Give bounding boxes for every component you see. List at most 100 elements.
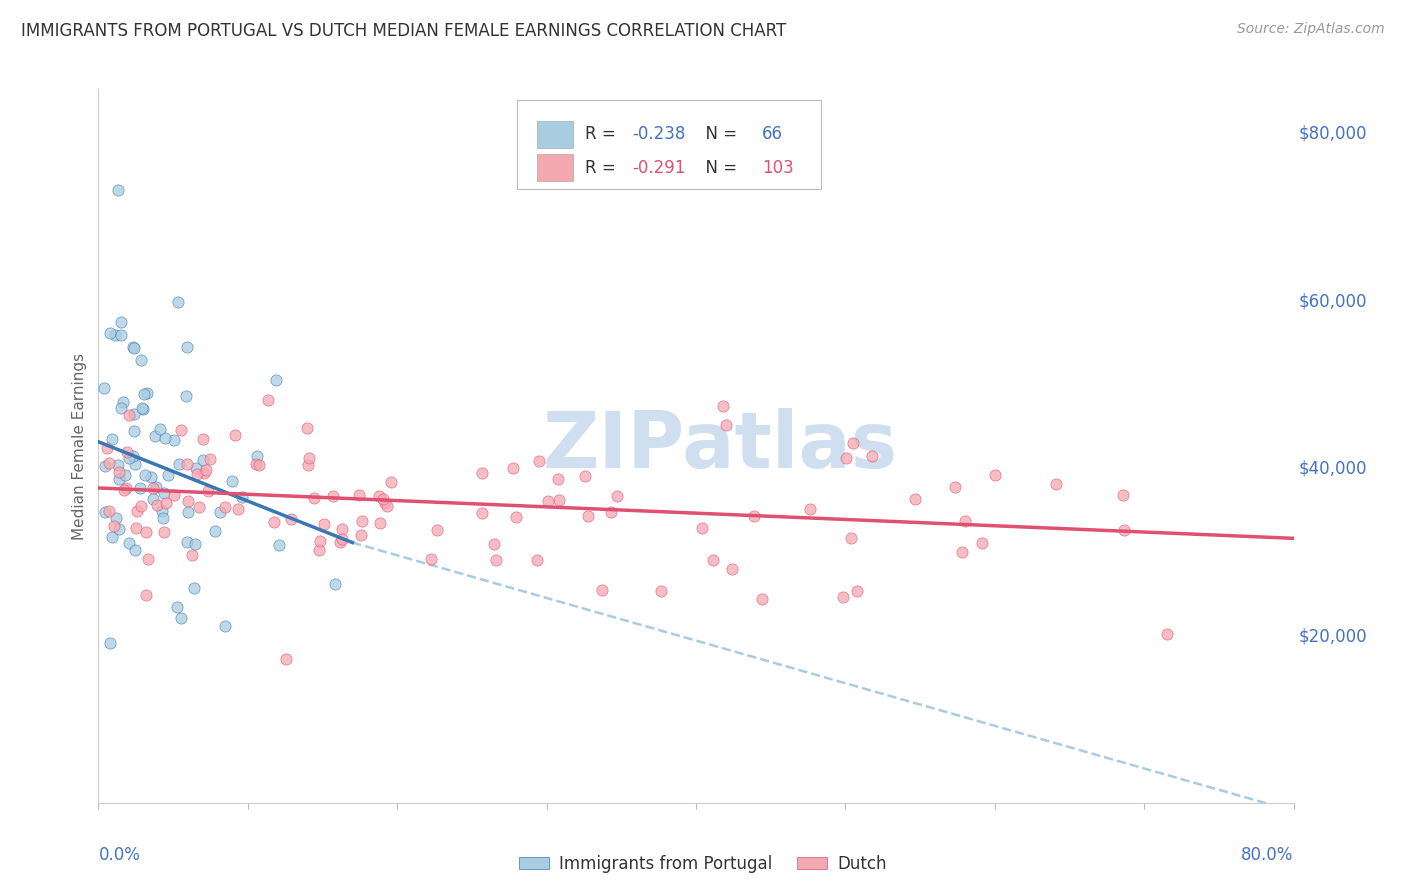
- Point: [742, 509, 765, 524]
- Point: [124, 542, 146, 557]
- Point: [953, 514, 976, 528]
- Point: [184, 537, 207, 551]
- Point: [485, 553, 508, 567]
- Point: [94, 505, 117, 519]
- Point: [125, 521, 148, 535]
- Point: [143, 428, 166, 442]
- Point: [163, 488, 186, 502]
- Point: [505, 509, 527, 524]
- Point: [122, 341, 145, 355]
- Point: [269, 538, 291, 552]
- Point: [323, 577, 346, 591]
- Point: [711, 399, 734, 413]
- Point: [118, 408, 141, 422]
- Point: [124, 457, 146, 471]
- Point: [214, 619, 236, 633]
- Point: [125, 504, 148, 518]
- Point: [150, 504, 173, 518]
- Point: [118, 536, 141, 550]
- Point: [799, 502, 821, 516]
- Point: [131, 499, 153, 513]
- Point: [197, 483, 219, 498]
- Point: [274, 651, 297, 665]
- Point: [142, 491, 165, 506]
- Point: [142, 481, 165, 495]
- Point: [167, 457, 190, 471]
- Point: [347, 488, 370, 502]
- Point: [176, 457, 198, 471]
- Point: [107, 458, 129, 473]
- Point: [193, 466, 215, 480]
- Point: [984, 468, 1007, 483]
- Point: [98, 636, 122, 650]
- Point: [166, 599, 188, 614]
- Point: [177, 504, 200, 518]
- Point: [329, 535, 352, 549]
- Point: [721, 562, 744, 576]
- Point: [714, 417, 737, 432]
- Point: [195, 463, 218, 477]
- Point: [221, 474, 243, 488]
- Point: [297, 458, 319, 473]
- Point: [204, 524, 226, 538]
- Point: [209, 504, 232, 518]
- Point: [280, 512, 302, 526]
- Point: [257, 392, 280, 407]
- Point: [526, 553, 548, 567]
- Point: [690, 520, 713, 534]
- Point: [131, 401, 153, 416]
- Point: [322, 490, 344, 504]
- Point: [224, 428, 246, 442]
- Point: [157, 468, 180, 483]
- Point: [214, 500, 236, 514]
- Point: [591, 582, 613, 597]
- Text: N =: N =: [695, 159, 742, 177]
- Point: [841, 435, 863, 450]
- Point: [576, 509, 599, 524]
- Point: [246, 449, 269, 463]
- Point: [527, 454, 550, 468]
- Text: 0.0%: 0.0%: [98, 846, 141, 863]
- Point: [1156, 627, 1178, 641]
- Point: [139, 470, 162, 484]
- Legend: Immigrants from Portugal, Dutch: Immigrants from Portugal, Dutch: [512, 848, 894, 880]
- Point: [183, 582, 205, 596]
- Point: [600, 505, 623, 519]
- Point: [548, 493, 571, 508]
- Point: [264, 373, 287, 387]
- Text: IMMIGRANTS FROM PORTUGAL VS DUTCH MEDIAN FEMALE EARNINGS CORRELATION CHART: IMMIGRANTS FROM PORTUGAL VS DUTCH MEDIAN…: [21, 22, 786, 40]
- Point: [950, 545, 973, 559]
- Point: [110, 401, 132, 415]
- Point: [482, 536, 505, 550]
- Point: [108, 466, 131, 480]
- Point: [176, 535, 198, 549]
- Bar: [537, 120, 572, 148]
- Point: [231, 490, 253, 504]
- Point: [134, 387, 156, 401]
- Point: [153, 431, 176, 445]
- Point: [368, 516, 391, 530]
- Point: [373, 492, 395, 507]
- Point: [136, 552, 159, 566]
- Point: [970, 535, 993, 549]
- Point: [169, 611, 191, 625]
- Point: [330, 532, 353, 546]
- Point: [170, 423, 193, 437]
- Point: [245, 457, 267, 471]
- Point: [547, 472, 569, 486]
- Point: [471, 467, 494, 481]
- Point: [1112, 488, 1135, 502]
- Point: [98, 456, 121, 470]
- Point: [295, 421, 318, 435]
- Point: [198, 451, 221, 466]
- Point: [134, 467, 156, 482]
- Point: [375, 500, 398, 514]
- Point: [129, 353, 152, 368]
- Point: [247, 458, 270, 473]
- Point: [153, 486, 176, 500]
- Point: [425, 523, 447, 537]
- Point: [352, 514, 374, 528]
- Point: [155, 496, 177, 510]
- Point: [146, 499, 169, 513]
- Point: [122, 424, 145, 438]
